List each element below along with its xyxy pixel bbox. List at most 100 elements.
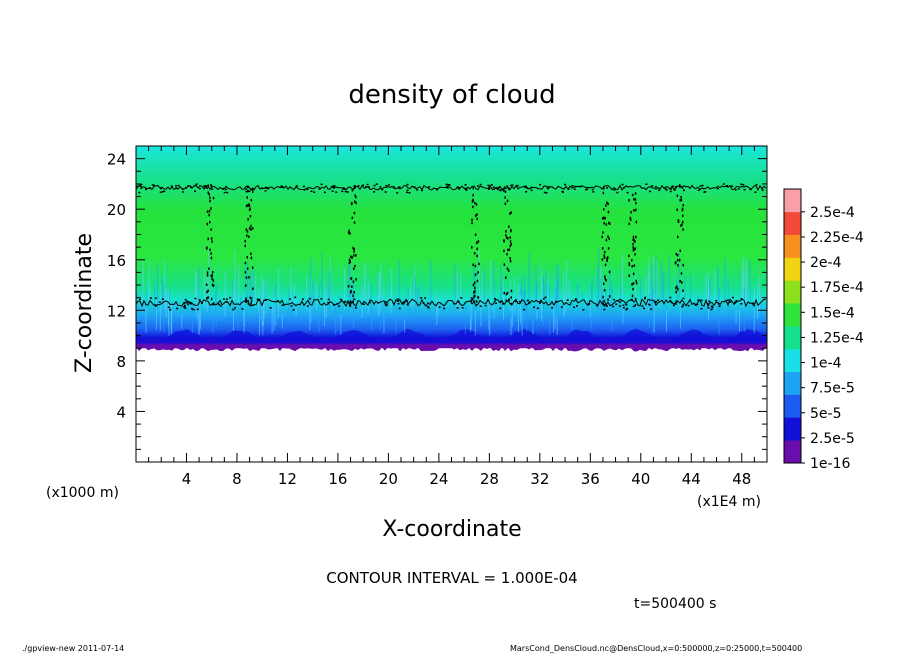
contour-speck [603, 282, 605, 285]
contour-speck [633, 248, 635, 251]
colorbar-label: 7.5e-5 [810, 381, 855, 397]
contour-speck [246, 186, 249, 189]
contour-speck [740, 183, 743, 185]
contour-speck [699, 185, 702, 187]
contour-speck [181, 188, 184, 190]
contour-speck [474, 273, 477, 276]
contour-speck [607, 235, 609, 238]
contour-speck [341, 190, 344, 193]
contour-speck [473, 291, 475, 294]
colorbar-swatch [784, 234, 801, 258]
contour-speck [352, 300, 354, 303]
contour-speck [353, 291, 355, 294]
colorbar-label: 1.25e-4 [810, 330, 864, 346]
contour-speck [573, 188, 576, 190]
contour-speck [510, 184, 513, 187]
contour-speck [249, 296, 251, 300]
contour-speck [290, 305, 293, 307]
contour-speck [349, 305, 352, 307]
contour-speck [258, 298, 261, 301]
contour-speck [344, 188, 347, 190]
contour-speck [507, 248, 509, 252]
contour-speck [352, 246, 354, 250]
contour-speck [477, 296, 479, 299]
contour-speck [207, 296, 209, 299]
contour-speck [190, 186, 193, 188]
contour-speck [251, 266, 254, 269]
contour-speck [207, 237, 209, 241]
contour-speck [384, 301, 387, 303]
contour-speck [289, 298, 292, 300]
contour-speck [682, 263, 684, 267]
contour-speck [208, 213, 210, 217]
contour-speck [601, 235, 603, 239]
contour-speck [161, 191, 164, 193]
contour-speck [670, 301, 673, 304]
contour-speck [631, 294, 634, 298]
contour-speck [675, 302, 677, 305]
contour-speck [576, 305, 578, 307]
contour-speck [247, 303, 250, 305]
contour-speck [631, 259, 633, 262]
contour-speck [681, 306, 684, 308]
contour-speck [731, 185, 734, 187]
contour-speck [472, 205, 474, 209]
colorbar-swatch [784, 371, 801, 395]
contour-speck [210, 256, 213, 260]
contour-speck [211, 277, 213, 280]
contour-speck [181, 191, 184, 193]
y-axis-label: Z-coordinate [72, 233, 97, 373]
contour-speck [658, 189, 661, 191]
contour-speck [364, 186, 367, 188]
contour-speck [246, 230, 249, 233]
contour-speck [608, 270, 611, 274]
y-tick-label: 20 [107, 201, 126, 219]
contour-speck [183, 304, 186, 307]
footer-right-text: MarsCond_DensCloud.nc@DensCloud,x=0:5000… [510, 644, 802, 653]
contour-speck [169, 308, 172, 311]
contour-speck [579, 185, 582, 188]
contour-speck [346, 191, 349, 193]
contour-speck [507, 237, 509, 240]
contour-speck [373, 191, 376, 193]
contour-speck [609, 222, 611, 225]
contour-speck [348, 258, 351, 261]
contour-speck [602, 295, 604, 299]
contour-speck [385, 184, 388, 187]
contour-speck [542, 298, 545, 300]
contour-speck [464, 184, 467, 186]
contour-speck [628, 263, 631, 267]
contour-speck [476, 279, 479, 283]
contour-speck [490, 184, 493, 186]
x-tick-label: 20 [379, 470, 398, 488]
contour-speck [247, 204, 249, 207]
y-tick-label: 12 [107, 302, 126, 320]
contour-speck [582, 309, 585, 311]
colorbar-label: 1.5e-4 [810, 305, 855, 321]
contour-speck [474, 214, 477, 217]
contour-speck [248, 235, 250, 238]
contour-speck [718, 305, 721, 307]
contour-speck [603, 289, 606, 292]
contour-speck [353, 200, 356, 203]
contour-speck [539, 183, 542, 186]
contour-speck [373, 184, 376, 187]
contour-speck [604, 250, 606, 254]
contour-speck [194, 190, 196, 192]
contour-speck [343, 301, 346, 304]
cloud-streaks [136, 247, 761, 336]
contour-speck [351, 202, 353, 205]
contour-speck [320, 183, 323, 186]
contour-speck [492, 188, 494, 191]
contour-speck [406, 304, 409, 306]
contour-speck [530, 189, 533, 192]
contour-speck [187, 301, 190, 303]
contour-speck [206, 290, 208, 294]
contour-speck [421, 189, 423, 192]
contour-speck [349, 300, 352, 303]
contour-speck [586, 188, 589, 190]
contour-speck [479, 305, 482, 307]
contour-speck [508, 225, 510, 228]
contour-speck [625, 309, 628, 311]
contour-speck [630, 298, 633, 301]
